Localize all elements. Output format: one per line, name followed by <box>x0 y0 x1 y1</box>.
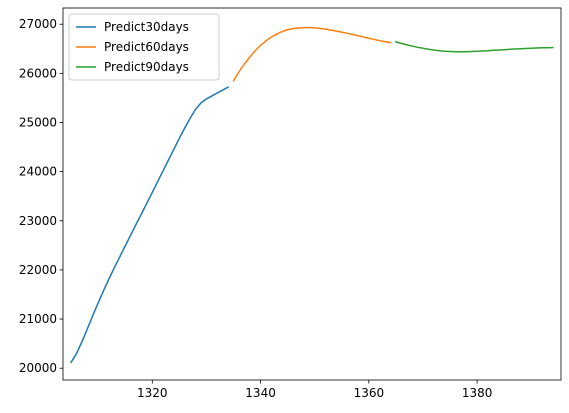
y-tick-label: 21000 <box>19 312 57 326</box>
y-tick-label: 24000 <box>19 165 57 179</box>
x-tick-label: 1320 <box>137 386 168 400</box>
y-tick-label: 26000 <box>19 66 57 80</box>
y-axis-ticks: 20000 21000 22000 23000 24000 25000 26000 27000 <box>19 17 63 375</box>
y-tick-label: 27000 <box>19 17 57 31</box>
y-tick-label: 20000 <box>19 361 57 375</box>
legend: Predict30days Predict60days Predict90days <box>68 13 220 81</box>
legend-label: Predict30days <box>104 20 189 34</box>
axes-frame <box>62 7 562 381</box>
series-line-predict60days <box>232 26 392 82</box>
legend-label: Predict60days <box>104 40 189 54</box>
y-tick-label: 22000 <box>19 263 57 277</box>
x-tick-label: 1340 <box>245 386 276 400</box>
series-line-predict30days <box>70 86 230 364</box>
legend-box <box>68 13 220 81</box>
x-tick-label: 1380 <box>462 386 493 400</box>
y-tick-label: 23000 <box>19 214 57 228</box>
x-axis-ticks: 1320 1340 1360 1380 <box>137 380 492 400</box>
plot-area <box>70 26 554 364</box>
x-tick-label: 1360 <box>354 386 385 400</box>
y-tick-label: 25000 <box>19 115 57 129</box>
series-line-predict90days <box>394 40 554 53</box>
legend-label: Predict90days <box>104 60 189 74</box>
